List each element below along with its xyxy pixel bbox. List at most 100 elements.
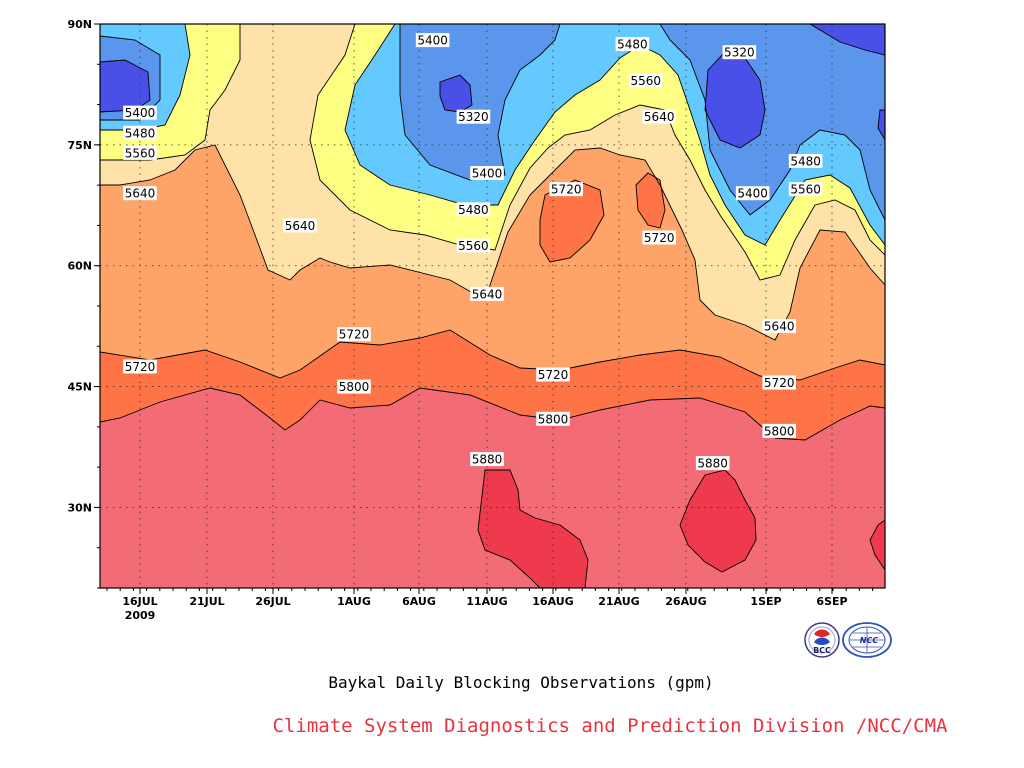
contour-label-bg-19	[629, 73, 663, 88]
y-tick-label-45N: 45N	[67, 381, 92, 394]
contour-label-5720: 5720	[125, 360, 156, 374]
contour-label-bg-3	[123, 186, 157, 201]
contour-line-5560	[100, 24, 885, 341]
contour-label-5720: 5720	[538, 368, 569, 382]
chart-credit: Climate System Diagnostics and Predictio…	[273, 715, 948, 737]
contour-label-bg-29	[762, 423, 796, 438]
band-below-5320	[100, 24, 885, 148]
bcc-logo-text: BCC	[813, 646, 831, 655]
x-axis: 16JUL 21JUL 26JUL 1AUG 6AUG 11AUG 16AUG 21AUG 26…	[106, 588, 874, 622]
contour-label-bg-23	[722, 45, 757, 60]
contour-label-bg-4	[123, 359, 157, 374]
contour-label-5480: 5480	[125, 126, 156, 140]
contour-line-5880-a	[477, 469, 589, 588]
contour-label-5480: 5480	[790, 154, 821, 168]
x-tick-label-26JUL: 26JUL	[255, 595, 290, 608]
x-tick-label-16AUG: 16AUG	[532, 595, 573, 608]
contour-label-bg-20	[642, 109, 676, 124]
contour-line-5720	[100, 24, 885, 441]
band-5880-a	[478, 470, 588, 588]
band-5720-island-b	[636, 173, 665, 228]
contour-label-5720: 5720	[551, 183, 582, 197]
contour-line-5720-a	[539, 179, 605, 263]
contour-line-low	[100, 24, 885, 149]
contour-label-5720: 5720	[644, 231, 675, 245]
x-tick-label-1AUG: 1AUG	[337, 595, 371, 608]
contour-label-5640: 5640	[472, 287, 503, 301]
contour-line-5880-b	[679, 469, 757, 573]
x-tick-label-11AUG: 11AUG	[466, 595, 507, 608]
contour-label-bg-7	[337, 379, 371, 394]
contour-label-bg-17	[536, 411, 570, 426]
contour-labels: 5400 5480 5560 5640 5720 5640 5720 5800 5400 5320…	[123, 33, 823, 471]
contour-label-bg-6	[337, 327, 371, 342]
y-tick-label-90N: 90N	[67, 18, 92, 31]
contour-label-5320: 5320	[458, 110, 489, 124]
contour-label-5480: 5480	[617, 38, 648, 52]
contour-label-5560: 5560	[790, 183, 821, 197]
contour-label-bg-25	[788, 153, 823, 168]
contour-label-5480: 5480	[458, 203, 489, 217]
contour-label-bg-28	[762, 375, 796, 390]
bcc-logo: BCC	[804, 622, 840, 658]
contour-line-5880-c	[869, 519, 885, 571]
y-tick-label-60N: 60N	[67, 260, 92, 273]
contour-label-5320: 5320	[724, 46, 755, 60]
y-axis: 30N 45N 60N 75N 90N	[67, 18, 100, 589]
x-tick-label-16JUL: 16JUL	[122, 595, 157, 608]
x-axis-year-label: 2009	[125, 609, 156, 622]
contour-line-5480	[100, 24, 885, 281]
contour-label-bg-9	[456, 109, 491, 124]
contour-label-5400: 5400	[737, 187, 768, 201]
contour-label-bg-14	[470, 452, 504, 467]
contour-lines	[100, 24, 885, 588]
x-tick-label-26AUG: 26AUG	[665, 595, 706, 608]
contour-label-5400: 5400	[472, 167, 503, 181]
contour-label-5800: 5800	[538, 412, 569, 426]
contour-label-5640: 5640	[125, 187, 156, 201]
contour-label-bg-5	[283, 218, 317, 233]
contour-label-bg-11	[456, 202, 491, 217]
contour-field	[100, 24, 885, 588]
band-5320	[100, 24, 885, 220]
contour-label-bg-16	[536, 367, 570, 382]
contour-label-5800: 5800	[339, 380, 370, 394]
contour-label-bg-21	[642, 230, 676, 245]
x-tick-label-6AUG: 6AUG	[402, 595, 436, 608]
contour-label-bg-8	[415, 33, 450, 48]
contour-label-bg-13	[470, 286, 504, 301]
contour-label-5560: 5560	[631, 74, 662, 88]
contour-label-bg-26	[788, 182, 823, 197]
contour-label-5560: 5560	[458, 239, 489, 253]
contour-label-5640: 5640	[764, 320, 795, 334]
contour-label-5720: 5720	[764, 376, 795, 390]
contour-label-bg-27	[762, 319, 796, 334]
band-5880-c	[870, 520, 885, 570]
x-tick-label-6SEP: 6SEP	[816, 595, 847, 608]
contour-label-bg-10	[470, 166, 504, 181]
ncc-logo: NCC	[842, 622, 892, 658]
contour-label-5400: 5400	[417, 34, 448, 48]
contour-label-5720: 5720	[339, 328, 370, 342]
y-tick-label-75N: 75N	[67, 139, 92, 152]
contour-label-bg-22	[695, 456, 730, 471]
contour-line-5720-b	[635, 172, 666, 229]
y-tick-label-30N: 30N	[67, 501, 92, 514]
contour-label-bg-12	[456, 238, 491, 253]
contour-label-5800: 5800	[764, 424, 795, 438]
contour-label-bg-2	[123, 145, 157, 160]
contour-label-bg-15	[549, 182, 583, 197]
x-tick-label-21JUL: 21JUL	[189, 595, 224, 608]
contour-label-bg-18	[615, 37, 650, 52]
band-5880-b	[680, 470, 756, 572]
x-tick-label-1SEP: 1SEP	[750, 595, 781, 608]
x-tick-label-21AUG: 21AUG	[598, 595, 639, 608]
contour-label-5560: 5560	[125, 146, 156, 160]
contour-label-5400: 5400	[125, 106, 156, 120]
contour-label-bg-0	[123, 105, 157, 120]
contour-line-5320	[100, 24, 885, 221]
contour-label-bg-1	[123, 125, 157, 140]
contour-label-5640: 5640	[644, 110, 675, 124]
contour-label-5880: 5880	[697, 457, 728, 471]
